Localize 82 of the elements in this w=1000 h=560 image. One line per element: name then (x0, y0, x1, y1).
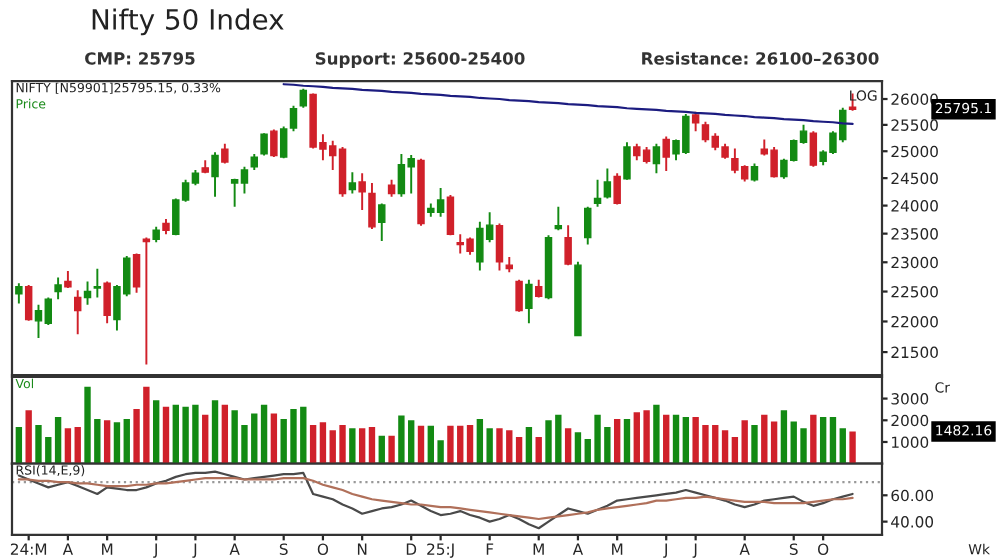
bar (672, 414, 680, 464)
chart-title: Nifty 50 Index (92, 8, 284, 36)
candlestick (270, 128, 278, 159)
bar (221, 404, 229, 464)
candlestick (378, 202, 386, 242)
candlestick (525, 278, 533, 325)
bar (682, 417, 690, 464)
bar (849, 431, 856, 464)
candlestick (83, 280, 92, 306)
line-series (17, 477, 854, 521)
bar (819, 417, 827, 464)
bar (319, 422, 327, 464)
bar (74, 427, 81, 464)
bar (260, 404, 268, 464)
bar (152, 400, 160, 464)
bar (417, 425, 425, 464)
candlestick (24, 284, 33, 322)
candlestick (54, 276, 62, 301)
bar (211, 400, 219, 464)
candlestick (603, 167, 612, 200)
bar (564, 428, 572, 464)
bar (64, 428, 72, 464)
candlestick (368, 182, 376, 231)
bar (162, 406, 170, 464)
text: Support: 25600-25400 (315, 52, 525, 68)
candlestick (554, 205, 563, 232)
bar (358, 428, 366, 464)
bar (388, 435, 395, 464)
candlestick (260, 132, 268, 157)
candlestick (93, 267, 102, 299)
bar (202, 414, 209, 464)
candlestick (564, 224, 572, 267)
candlestick (211, 151, 219, 198)
text: CMP: 25795 (85, 52, 195, 65)
line-series (282, 83, 854, 125)
bar (25, 410, 32, 464)
candlestick (652, 142, 661, 175)
bar (761, 414, 768, 464)
candlestick (348, 171, 357, 195)
candlestick (15, 282, 23, 305)
candlestick (623, 141, 631, 181)
bar (270, 413, 278, 464)
bar (309, 425, 317, 464)
candlestick (662, 135, 670, 173)
bar (15, 427, 23, 464)
candlestick (221, 142, 229, 165)
bar (613, 418, 621, 464)
bar (368, 427, 376, 464)
candlestick (299, 87, 308, 109)
bar (810, 414, 817, 464)
candlestick (515, 278, 523, 313)
bar (623, 418, 631, 464)
bar (349, 428, 356, 464)
candlestick (446, 194, 455, 237)
candlestick (495, 222, 504, 272)
candlestick (103, 280, 111, 325)
candlestick (132, 252, 141, 294)
candlestick (584, 205, 592, 246)
candlestick (613, 172, 621, 206)
bar (721, 430, 729, 464)
bar (770, 421, 778, 464)
bar (525, 427, 533, 464)
bar (663, 414, 670, 464)
bar (751, 425, 758, 464)
bar (54, 417, 62, 464)
candlestick (358, 172, 366, 212)
bar (829, 417, 837, 464)
bar (780, 410, 788, 464)
candlestick (593, 178, 602, 208)
bar (103, 420, 111, 464)
bar (574, 432, 582, 464)
bar (113, 422, 121, 464)
text: Resistance: 26100–26300 (642, 51, 879, 65)
bar (535, 436, 542, 464)
bar (378, 435, 385, 464)
bar (515, 436, 523, 464)
bar (653, 404, 660, 464)
bar (123, 418, 130, 464)
bar (466, 425, 474, 464)
bar (839, 428, 846, 464)
candlestick (73, 289, 82, 336)
candlestick (809, 130, 818, 168)
